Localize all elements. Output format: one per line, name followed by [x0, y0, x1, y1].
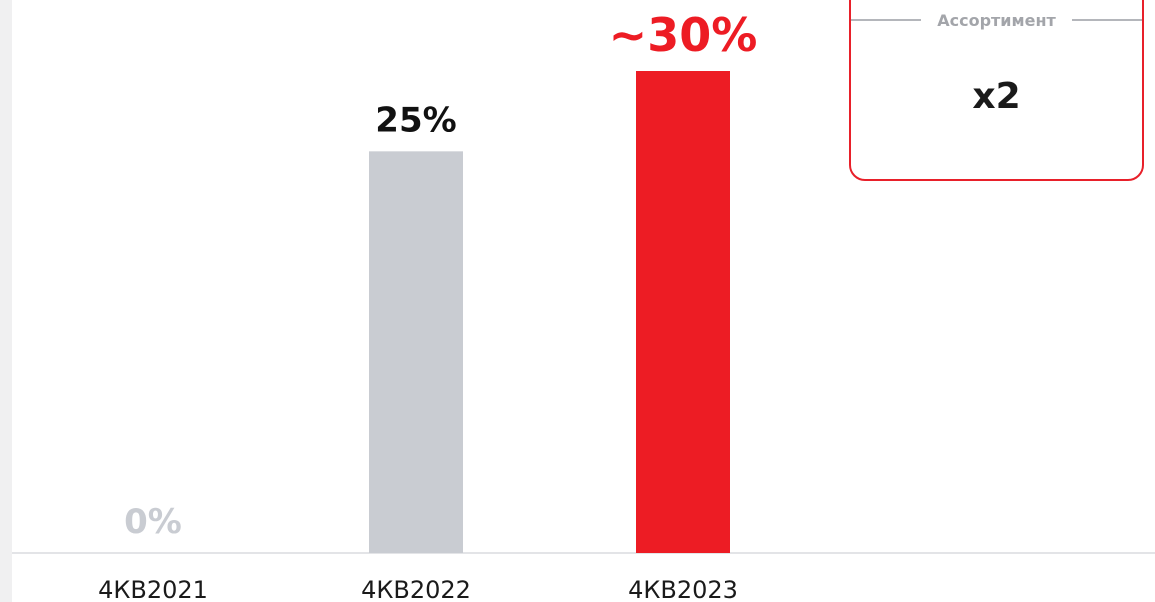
- assortment-callout: Ассортимент x2: [849, 0, 1144, 181]
- x-tick-label-1: 4КВ2021: [98, 576, 208, 602]
- bar-3: [636, 71, 730, 553]
- x-tick-label-3: 4КВ2023: [628, 576, 738, 602]
- bar-value-label-3: ~30%: [609, 8, 758, 62]
- left-strip: [0, 0, 12, 602]
- callout-title: Ассортимент: [937, 10, 1056, 30]
- callout-value: x2: [972, 76, 1021, 117]
- callout-divider-right: [1071, 19, 1143, 21]
- x-tick-label-2: 4КВ2022: [361, 576, 471, 602]
- bar-2: [369, 151, 463, 554]
- callout-title-row: Ассортимент: [851, 8, 1143, 32]
- callout-divider-left: [851, 19, 922, 21]
- bar-value-label-2: 25%: [375, 100, 456, 140]
- bar-value-label-1: 0%: [124, 502, 182, 542]
